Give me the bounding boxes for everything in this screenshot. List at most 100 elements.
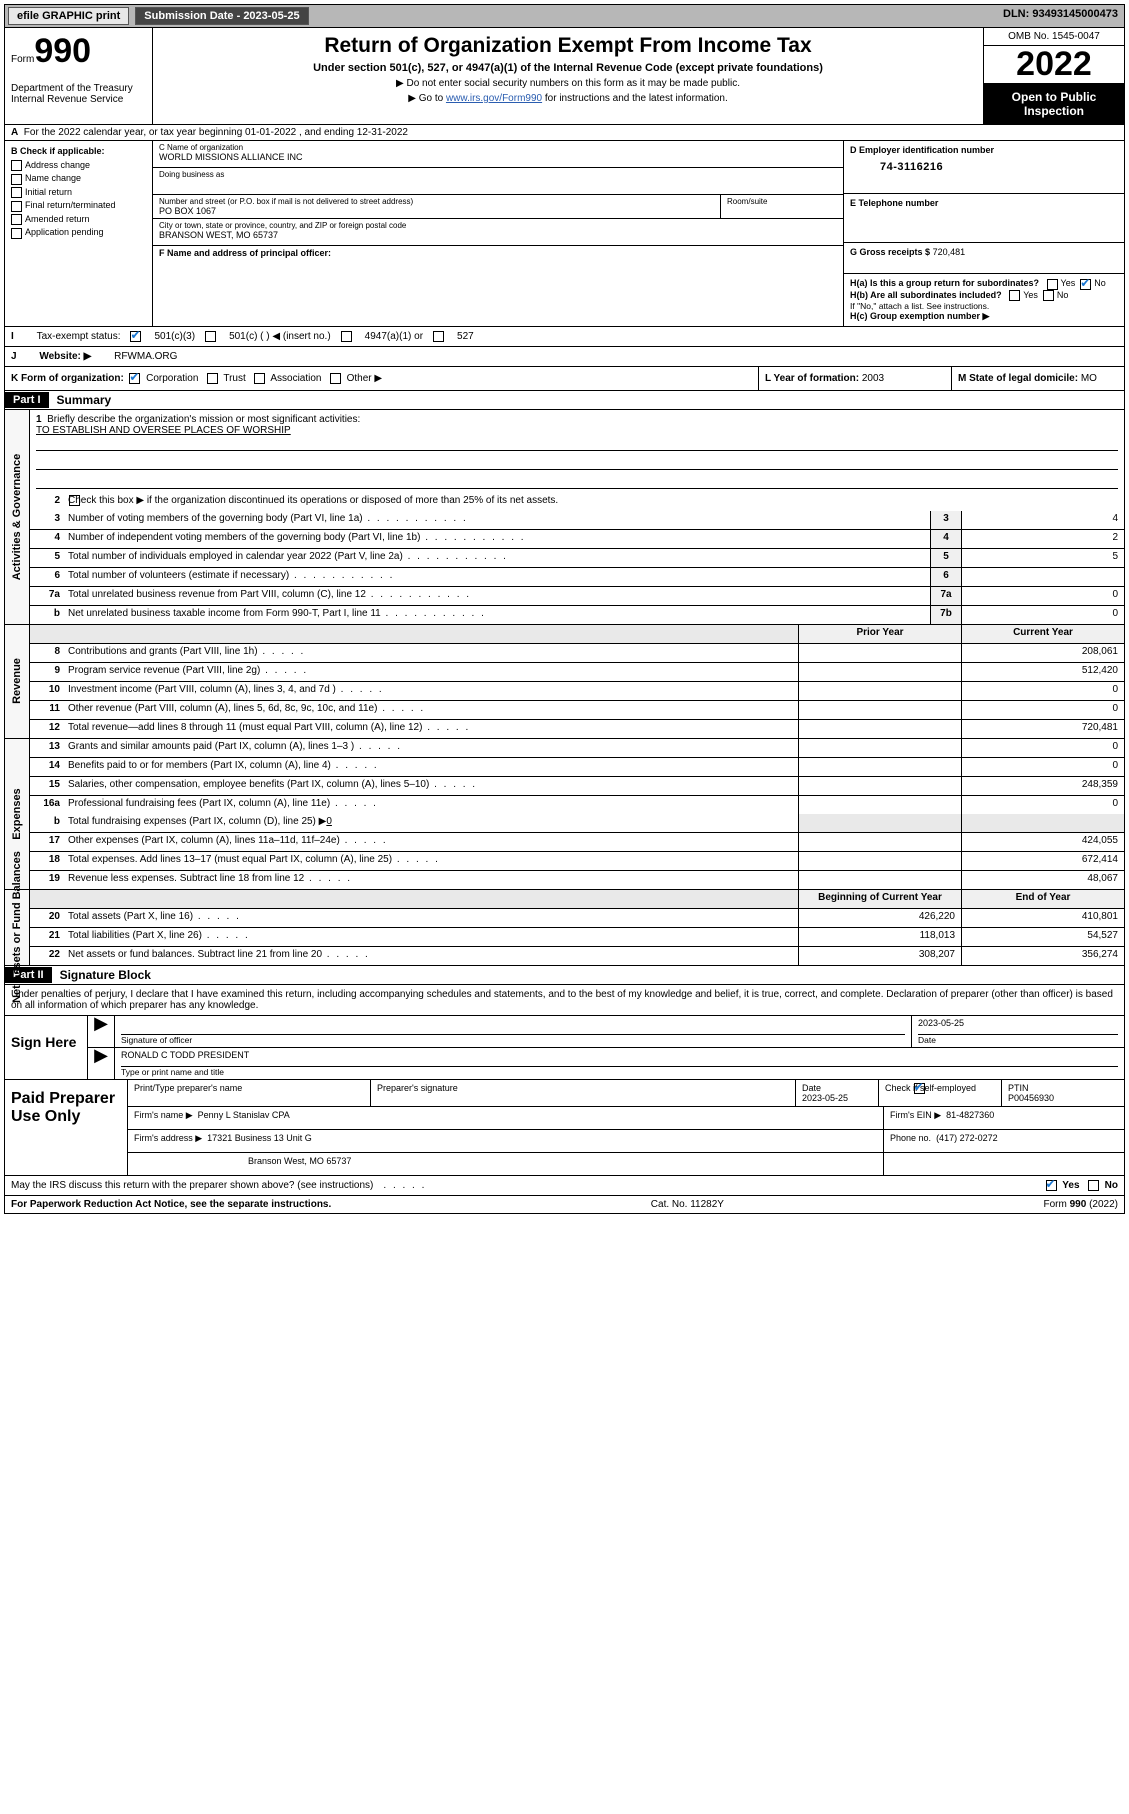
date-val: 2023-05-25 xyxy=(918,1018,1118,1035)
date-label: Date xyxy=(918,1035,1118,1045)
chk-address-change[interactable]: Address change xyxy=(11,159,146,173)
section-e: E Telephone number xyxy=(844,194,1124,243)
efile-print-button[interactable]: efile GRAPHIC print xyxy=(8,7,129,25)
na-body: Beginning of Current Year End of Year 20… xyxy=(30,890,1124,965)
no-label: No xyxy=(1094,278,1106,288)
chk-initial-return[interactable]: Initial return xyxy=(11,186,146,200)
current-value: 0 xyxy=(961,796,1124,814)
paid-preparer-block: Paid Preparer Use Only Print/Type prepar… xyxy=(5,1080,1124,1176)
footer-right: Form 990 (2022) xyxy=(1044,1199,1118,1210)
checkbox-icon[interactable] xyxy=(11,160,22,171)
i-501c: 501(c) ( ) ◀ (insert no.) xyxy=(229,331,331,342)
checkbox-icon[interactable] xyxy=(914,1083,925,1094)
exp-lines2: 17Other expenses (Part IX, column (A), l… xyxy=(30,833,1124,889)
department-label: Department of the Treasury Internal Reve… xyxy=(11,83,146,105)
line-desc: Net assets or fund balances. Subtract li… xyxy=(64,947,798,965)
hb-text: H(b) Are all subordinates included? xyxy=(850,290,1002,300)
line-box: 5 xyxy=(930,549,961,567)
checkbox-icon[interactable] xyxy=(205,331,216,342)
line-num: 15 xyxy=(30,777,64,795)
col-prior: Prior Year xyxy=(798,625,961,643)
line-desc: Other expenses (Part IX, column (A), lin… xyxy=(64,833,798,851)
table-row: 11Other revenue (Part VIII, column (A), … xyxy=(30,701,1124,720)
chk-final-return[interactable]: Final return/terminated xyxy=(11,199,146,213)
checkbox-icon[interactable] xyxy=(130,331,141,342)
prior-value xyxy=(798,682,961,700)
part-i-header: Part I Summary xyxy=(5,391,1124,410)
checkbox-icon[interactable] xyxy=(1080,279,1091,290)
col-boy: Beginning of Current Year xyxy=(798,890,961,908)
d-label: D Employer identification number xyxy=(850,145,994,155)
table-row: 4Number of independent voting members of… xyxy=(30,530,1124,549)
info-right: D Employer identification number 74-3116… xyxy=(843,141,1124,325)
rev-body: Prior Year Current Year 8Contributions a… xyxy=(30,625,1124,738)
l1-label: Briefly describe the organization's miss… xyxy=(47,414,360,425)
website-value: RFWMA.ORG xyxy=(114,351,177,362)
street-cell: Number and street (or P.O. box if mail i… xyxy=(153,195,721,218)
checkbox-icon[interactable] xyxy=(11,201,22,212)
chk-label: Name change xyxy=(25,173,81,183)
checkbox-icon[interactable] xyxy=(11,187,22,198)
date-cell: 2023-05-25 Date xyxy=(912,1016,1124,1047)
checkbox-icon[interactable] xyxy=(129,373,140,384)
checkbox-icon[interactable] xyxy=(1009,290,1020,301)
checkbox-icon[interactable] xyxy=(11,174,22,185)
line-value: 4 xyxy=(961,511,1124,529)
discuss-answers: Yes No xyxy=(1046,1180,1119,1191)
chk-label: Initial return xyxy=(25,187,72,197)
chk-name-change[interactable]: Name change xyxy=(11,172,146,186)
line-value: 5 xyxy=(961,549,1124,567)
row-a: A For the 2022 calendar year, or tax yea… xyxy=(5,125,1124,141)
row-j: J Website: ▶ RFWMA.ORG xyxy=(5,347,1124,367)
checkbox-icon[interactable] xyxy=(11,228,22,239)
submission-date-button[interactable]: Submission Date - 2023-05-25 xyxy=(135,7,308,25)
checkbox-icon[interactable] xyxy=(1043,290,1054,301)
topbar: efile GRAPHIC print Submission Date - 20… xyxy=(5,5,1124,28)
f-cell: F Name and address of principal officer: xyxy=(153,246,843,284)
checkbox-icon[interactable] xyxy=(11,214,22,225)
current-value: 48,067 xyxy=(961,871,1124,889)
table-row: 6Total number of volunteers (estimate if… xyxy=(30,568,1124,587)
table-row: 13Grants and similar amounts paid (Part … xyxy=(30,739,1124,758)
line-desc: Benefits paid to or for members (Part IX… xyxy=(64,758,798,776)
form-number: Form990 xyxy=(11,32,146,71)
caret-icon: ▶ xyxy=(88,1048,115,1079)
checkbox-icon[interactable] xyxy=(1088,1180,1099,1191)
sig-row-1: ▶ Signature of officer 2023-05-25 Date xyxy=(88,1016,1124,1048)
line-num: 20 xyxy=(30,909,64,927)
prior-value xyxy=(798,720,961,738)
checkbox-icon[interactable] xyxy=(1046,1180,1057,1191)
form-number-big: 990 xyxy=(34,32,91,70)
prior-value xyxy=(798,796,961,814)
prior-value: 308,207 xyxy=(798,947,961,965)
line-desc: Investment income (Part VIII, column (A)… xyxy=(64,682,798,700)
checkbox-icon[interactable] xyxy=(254,373,265,384)
checkbox-icon[interactable] xyxy=(330,373,341,384)
checkbox-icon[interactable] xyxy=(341,331,352,342)
chk-amended[interactable]: Amended return xyxy=(11,213,146,227)
declaration: Under penalties of perjury, I declare th… xyxy=(5,985,1124,1016)
sig-line[interactable] xyxy=(121,1018,905,1035)
ein-value: 74-3116216 xyxy=(850,161,1118,173)
i-501c3: 501(c)(3) xyxy=(154,331,195,342)
table-row: 7aTotal unrelated business revenue from … xyxy=(30,587,1124,606)
col-eoy: End of Year xyxy=(961,890,1124,908)
blank xyxy=(64,625,798,643)
chk-application-pending[interactable]: Application pending xyxy=(11,226,146,240)
section-c: C Name of organization WORLD MISSIONS AL… xyxy=(153,141,843,325)
current-value: 720,481 xyxy=(961,720,1124,738)
pp-date-hdr: Date xyxy=(802,1083,821,1093)
line-num: 6 xyxy=(30,568,64,586)
prior-value xyxy=(798,777,961,795)
table-row: 18Total expenses. Add lines 13–17 (must … xyxy=(30,852,1124,871)
checkbox-icon[interactable] xyxy=(433,331,444,342)
checkbox-icon[interactable] xyxy=(69,495,80,506)
firm-name-val: Penny L Stanislav CPA xyxy=(198,1110,290,1120)
k-corp: Corporation xyxy=(146,373,198,384)
checkbox-icon[interactable] xyxy=(207,373,218,384)
pp-ptin-hdr: PTIN xyxy=(1008,1083,1029,1093)
irs-link[interactable]: www.irs.gov/Form990 xyxy=(446,93,542,104)
firm-phone-label: Phone no. xyxy=(890,1133,931,1143)
checkbox-icon[interactable] xyxy=(1047,279,1058,290)
line-desc: Net unrelated business taxable income fr… xyxy=(64,606,930,624)
